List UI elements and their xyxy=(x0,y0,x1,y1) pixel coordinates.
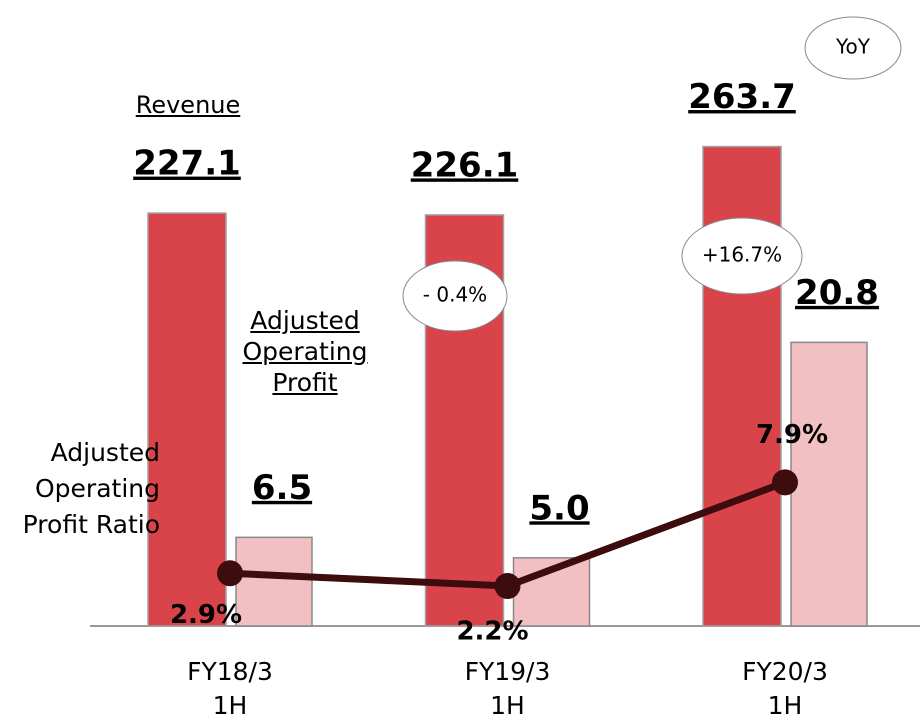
profit-label: Adjusted Operating Profit xyxy=(242,306,368,397)
value-label: 7.9% xyxy=(756,420,828,450)
x-tick-label: FY19/3 1H xyxy=(464,657,551,720)
value-label: 6.5 xyxy=(252,468,312,508)
bar xyxy=(235,536,313,627)
ratio-point xyxy=(217,560,243,587)
value-label: 2.2% xyxy=(456,617,528,647)
change-ellipse xyxy=(402,260,508,332)
x-tick-label: FY18/3 1H xyxy=(187,657,273,720)
change-ellipse xyxy=(681,217,803,295)
value-label: 226.1 xyxy=(411,145,519,185)
ratio-label: Adjusted Operating Profit Ratio xyxy=(22,438,160,539)
value-label: 2.9% xyxy=(170,600,242,630)
value-label: 20.8 xyxy=(795,273,879,313)
ratio-line xyxy=(229,479,787,590)
yoy-label: YoY xyxy=(835,35,871,59)
ratio-point xyxy=(772,469,798,496)
change-label: - 0.4% xyxy=(423,283,487,307)
x-tick-label: FY20/3 1H xyxy=(742,657,828,720)
bar xyxy=(147,212,227,627)
bar xyxy=(790,341,868,627)
value-label: 5.0 xyxy=(529,488,589,528)
change-label: +16.7% xyxy=(702,243,782,267)
ratio-point xyxy=(494,573,521,599)
revenue-label: Revenue xyxy=(135,91,241,119)
value-label: 227.1 xyxy=(133,144,241,184)
yoy-ellipse xyxy=(804,16,902,80)
value-label: 263.7 xyxy=(688,77,796,117)
